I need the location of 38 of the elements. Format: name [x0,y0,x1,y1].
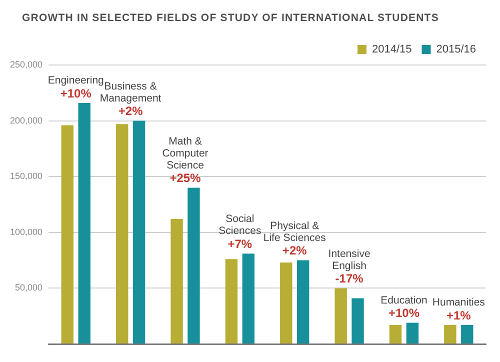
bar [132,120,146,344]
x-tick-label: Social Sciences [218,213,262,238]
bar [170,219,183,344]
y-tick-label: 250,000 [10,59,43,70]
legend-label: 2015/16 [436,44,476,56]
annotation: -17% [335,272,364,286]
annotation: +1% [446,308,472,322]
x-tick-label: Physical & Life Sciences [263,220,326,244]
x-tick-label: Intensive English [328,248,370,272]
y-tick-label: 100,000 [10,226,43,237]
bar [188,188,200,344]
y-tick-label: 200,000 [10,115,43,126]
bar [116,124,128,344]
annotation: +25% [170,171,202,186]
bar [334,288,347,344]
annotation: +10% [388,306,420,320]
y-tick-label: 150,000 [10,171,43,182]
x-tick-label: Education [380,294,428,306]
annotation: +2% [118,104,144,118]
bar [461,325,474,344]
y-tick-label: 50,000 [15,282,43,293]
chart-title: GROWTH IN SELECTED FIELDS OF STUDY OF INTERNATIONAL STUDENTS [22,12,439,24]
legend-label: 2014/15 [372,44,412,56]
bar [280,262,292,344]
annotation: +10% [60,86,92,100]
bar [78,102,90,344]
bar [242,254,255,344]
bar [389,325,402,344]
bar [444,325,456,344]
bar [225,259,238,344]
annotation: +7% [228,236,252,251]
x-tick-label: Math & Computer Science [162,135,209,172]
bar [352,298,364,344]
bar [296,260,310,344]
annotation: +2% [282,244,308,258]
x-tick-label: Humanities [432,296,485,309]
bar [406,322,419,344]
bar [61,125,74,344]
